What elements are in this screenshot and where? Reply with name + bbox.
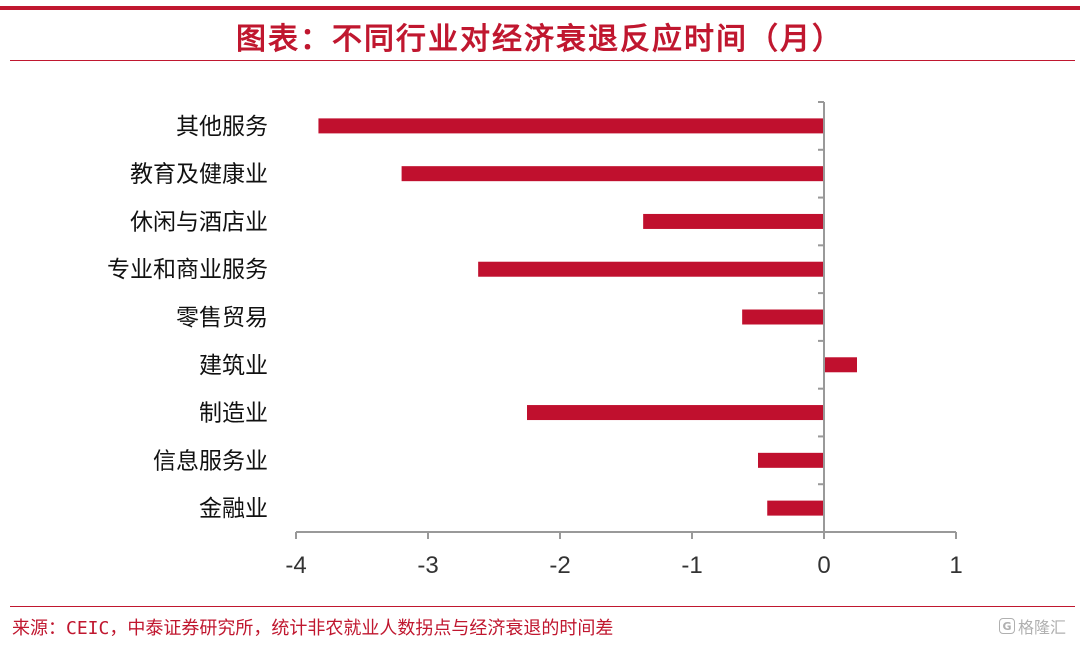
category-label-8: 金融业 (199, 496, 268, 522)
x-tick-label-1: -3 (417, 552, 438, 579)
x-tick-label-4: 0 (817, 552, 830, 579)
category-label-1: 教育及健康业 (130, 162, 268, 188)
bar-5 (824, 357, 857, 373)
x-tick-label-0: -4 (285, 552, 306, 579)
footer-divider (10, 606, 1075, 607)
bar-3 (478, 261, 824, 277)
bar-2 (643, 213, 824, 229)
bar-8 (767, 500, 824, 516)
category-labels: 其他服务教育及健康业休闲与酒店业专业和商业服务零售贸易建筑业制造业信息服务业金融… (107, 114, 268, 522)
category-label-5: 建筑业 (199, 353, 268, 379)
category-label-4: 零售贸易 (176, 305, 268, 331)
bars (318, 118, 857, 516)
bar-0 (318, 118, 824, 134)
watermark: G 格隆汇 (998, 614, 1066, 638)
source-note: 来源：CEIC，中泰证券研究所，统计非农就业人数拐点与经济衰退的时间差 (12, 618, 614, 639)
bar-6 (527, 405, 824, 421)
title-divider (10, 60, 1075, 61)
top-rule (0, 6, 1080, 10)
axes: -4 -3 -2 -1 0 1 (285, 101, 963, 579)
category-label-7: 信息服务业 (153, 448, 268, 474)
bar-chart: 其他服务教育及健康业休闲与酒店业专业和商业服务零售贸易建筑业制造业信息服务业金融… (107, 101, 963, 579)
watermark-text: 格隆汇 (1017, 618, 1066, 637)
category-label-0: 其他服务 (176, 114, 268, 140)
category-label-3: 专业和商业服务 (107, 257, 268, 283)
bar-1 (401, 166, 824, 182)
category-label-6: 制造业 (199, 401, 268, 427)
bar-7 (758, 452, 824, 468)
x-tick-label-2: -2 (549, 552, 570, 579)
page-title: 图表：不同行业对经济衰退反应时间（月） (236, 22, 844, 57)
x-tick-label-3: -1 (681, 552, 702, 579)
category-label-2: 休闲与酒店业 (130, 209, 268, 235)
bar-4 (742, 309, 824, 325)
x-tick-label-5: 1 (949, 552, 962, 579)
g-logo-icon: G (998, 618, 1015, 634)
